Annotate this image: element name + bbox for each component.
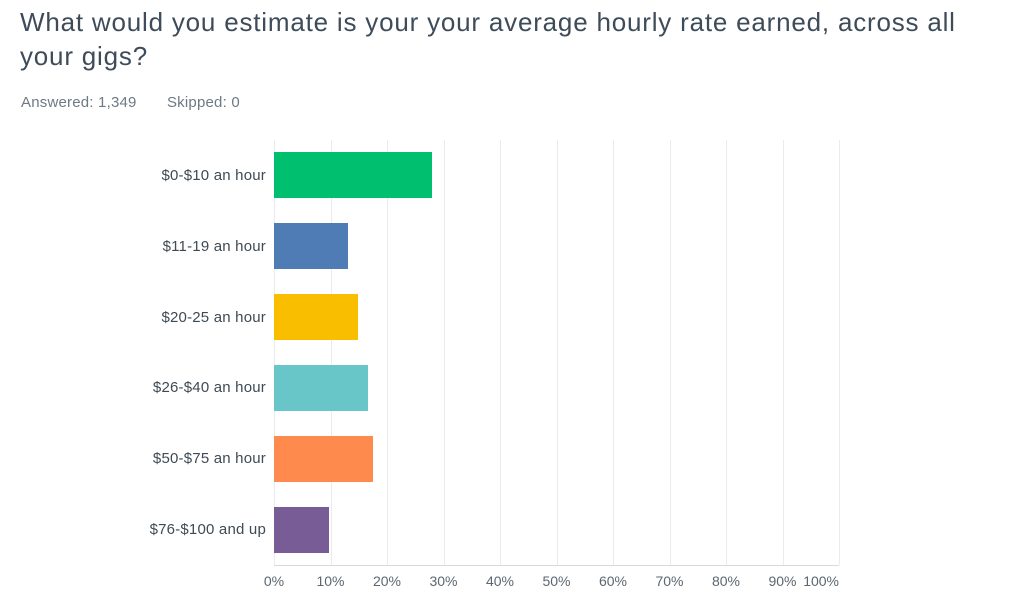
value-bar [274, 152, 432, 199]
tick-label: 60% [598, 573, 628, 589]
tick-label: 70% [655, 573, 684, 589]
skipped-label: Skipped: [166, 94, 227, 111]
grid-line [669, 140, 671, 565]
answered-count: Answered: 1,349 [21, 94, 137, 111]
bar-track [274, 294, 839, 341]
skipped-count: Skipped: 0 [167, 94, 240, 111]
grid-line [330, 140, 332, 565]
bar-track [274, 364, 839, 411]
question-title: What would you estimate is your your ave… [20, 7, 956, 71]
bar-track [274, 152, 839, 199]
tick-label: 100% [803, 573, 839, 589]
skipped-value: 0 [231, 94, 240, 111]
value-bar [274, 506, 330, 553]
response-meta: Answered: 1,349 Skipped: 0 [21, 94, 266, 111]
bar-row: $11-19 an hour [0, 211, 1024, 282]
category-label: $26-$40 an hour [152, 379, 266, 397]
grid-line [782, 140, 784, 565]
tick-label: 10% [316, 573, 345, 589]
tick-label: 80% [711, 573, 741, 589]
tick-label: 50% [542, 573, 571, 589]
tick-label: 30% [429, 573, 458, 589]
answered-value: 1,349 [98, 94, 137, 111]
grid-line [839, 140, 840, 565]
tick-label: 0% [263, 573, 285, 589]
bar-rows: $0-$10 an hour $11-19 an hour $20-25 an ho… [0, 140, 1024, 565]
value-bar [274, 294, 358, 341]
category-label: $76-$100 and up [149, 521, 266, 539]
bar-track [274, 435, 839, 482]
tick-label: 40% [485, 573, 515, 589]
bar-row: $50-$75 an hour [0, 423, 1024, 494]
tick-label: 20% [372, 573, 402, 589]
plot-area [274, 140, 840, 566]
answered-label: Answered: [21, 94, 94, 111]
value-bar [274, 435, 374, 482]
grid-line [500, 140, 501, 565]
bar-row: $20-25 an hour [0, 282, 1024, 353]
x-axis-ticks: 0% 10% 20% 30% 40% 50% 60% 70% 80% 90% 100% [264, 573, 839, 593]
bar-row: $0-$10 an hour [0, 140, 1024, 211]
grid-line [443, 140, 445, 565]
category-label: $0-$10 an hour [161, 166, 266, 184]
category-label: $11-19 an hour [162, 237, 266, 255]
bar-track [274, 506, 839, 553]
grid-line [556, 140, 558, 565]
bar-row: $26-$40 an hour [0, 352, 1024, 423]
grid-line [387, 140, 388, 565]
category-label: $50-$75 an hour [152, 450, 266, 468]
bar-track [274, 223, 839, 270]
value-bar [274, 364, 369, 411]
bar-row: $76-$100 and up [0, 494, 1024, 565]
grid-line [613, 140, 614, 565]
tick-label: 90% [768, 573, 797, 589]
value-bar [274, 223, 348, 270]
category-label: $20-25 an hour [161, 308, 266, 326]
grid-line [274, 140, 275, 565]
grid-line [726, 140, 727, 565]
